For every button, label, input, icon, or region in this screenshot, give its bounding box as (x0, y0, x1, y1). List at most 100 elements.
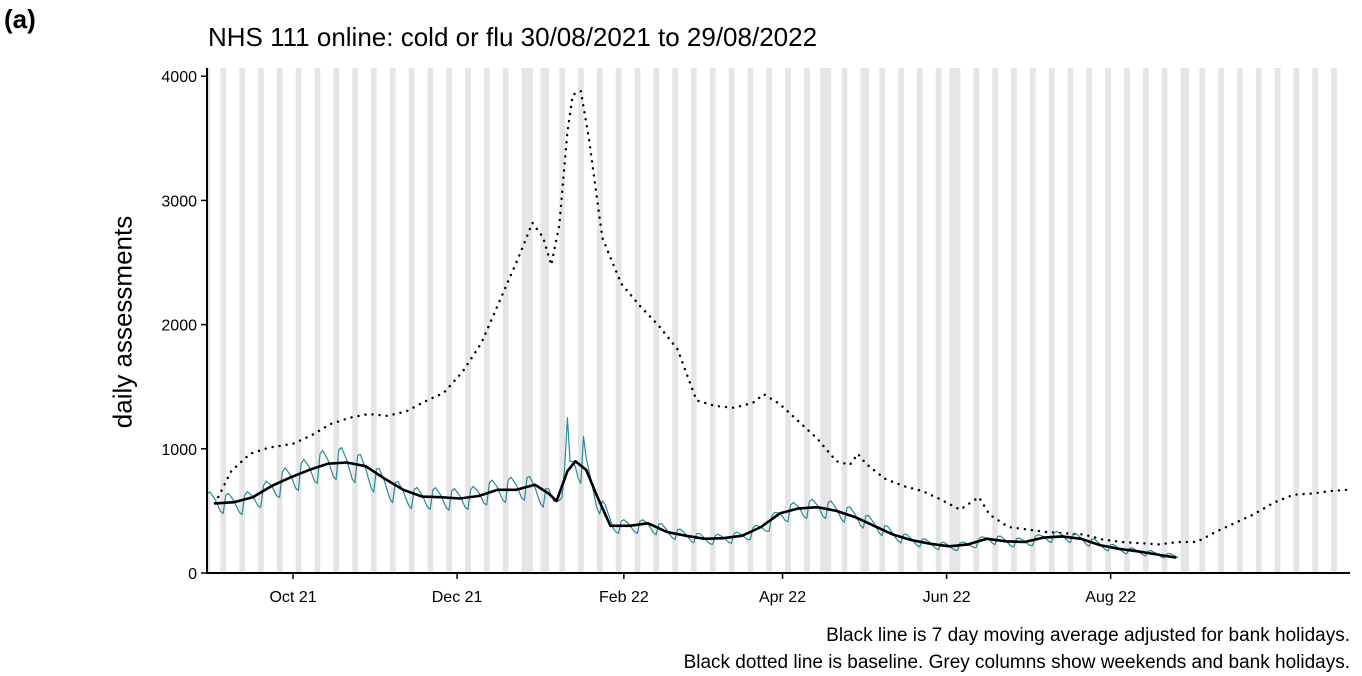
weekend-column (527, 68, 531, 573)
weekend-column (543, 68, 547, 573)
weekend-column (825, 68, 829, 573)
weekend-column (279, 68, 283, 573)
weekend-column (1237, 68, 1241, 573)
weekend-column (314, 68, 318, 573)
weekend-column (656, 68, 660, 573)
weekend-column (1048, 68, 1052, 573)
weekend-column (578, 68, 582, 573)
moving-average-line (213, 459, 1177, 559)
y-tick-label: 0 (188, 566, 197, 583)
weekend-column (562, 68, 565, 573)
weekend-column (1086, 68, 1090, 573)
x-tick-label: Jun 22 (923, 589, 971, 606)
y-tick-label: 4000 (161, 69, 197, 86)
weekend-column (769, 68, 773, 573)
weekend-column (693, 68, 697, 573)
y-tick-label: 3000 (161, 193, 197, 210)
weekend-column (524, 68, 528, 573)
weekend-column (1051, 68, 1055, 573)
weekend-column (1202, 68, 1206, 573)
weekend-column (223, 68, 227, 573)
weekend-column (787, 68, 791, 573)
weekend-column (672, 68, 676, 573)
weekend-column (820, 68, 824, 573)
weekend-column (207, 68, 210, 573)
weekend-column (957, 68, 961, 573)
weekend-column (1089, 68, 1093, 573)
weekend-column (1183, 68, 1187, 573)
weekend-column (408, 68, 412, 573)
weekend-column (1255, 68, 1259, 573)
weekend-column (1126, 68, 1130, 573)
weekend-column (484, 68, 487, 573)
weekend-column (634, 68, 638, 573)
x-tick-label: Feb 22 (599, 589, 649, 606)
weekend-column (411, 68, 415, 573)
weekend-column (1029, 68, 1033, 573)
weekend-column (709, 68, 713, 573)
panel-label: (a) (4, 4, 36, 34)
weekend-column (449, 68, 453, 573)
weekend-column (298, 68, 302, 573)
weekend-column (559, 68, 563, 573)
weekend-column (973, 68, 977, 573)
weekend-column (841, 68, 845, 573)
x-tick-label: Oct 21 (269, 589, 316, 606)
weekend-column (674, 68, 678, 573)
weekend-column (545, 68, 549, 573)
weekend-column (728, 68, 732, 573)
weekend-column (580, 68, 584, 573)
weekend-column (467, 68, 471, 573)
weekend-column (465, 68, 469, 573)
weekend-column (879, 68, 883, 573)
weekend-column (822, 68, 826, 573)
weekend-column (354, 68, 358, 573)
weekend-column (1070, 68, 1074, 573)
axes: 0 1000 2000 3000 4000 Oct 21 Dec 21 Feb 22 Apr 2… (161, 68, 1350, 606)
x-tick-label: Dec 21 (432, 589, 483, 606)
weekend-column (1274, 68, 1278, 573)
weekend-column (917, 68, 920, 573)
weekend-column (1199, 68, 1203, 573)
weekend-column (295, 68, 299, 573)
weekend-column (220, 68, 224, 573)
weekend-column (618, 68, 622, 573)
weekend-column (804, 68, 808, 573)
weekend-column (994, 68, 998, 573)
weekend-column (352, 68, 356, 573)
weekend-column (392, 68, 396, 573)
weekend-column (505, 68, 509, 573)
weekend-column (258, 68, 262, 573)
weekend-column (427, 68, 431, 573)
weekend-column (691, 68, 695, 573)
weekend-columns (207, 68, 1337, 573)
weekend-column (1277, 68, 1281, 573)
weekend-column (529, 68, 533, 573)
weekend-column (637, 68, 641, 573)
weekend-column (596, 68, 600, 573)
weekend-column (486, 68, 490, 573)
weekend-column (1145, 68, 1149, 573)
weekend-column (1239, 68, 1243, 573)
weekend-column (844, 68, 848, 573)
weekend-column (766, 68, 770, 573)
weekend-column (1296, 68, 1300, 573)
y-tick-label: 1000 (161, 442, 197, 459)
weekend-column (317, 68, 321, 573)
weekend-column (599, 68, 603, 573)
weekend-column (373, 68, 377, 573)
weekend-column (239, 68, 243, 573)
weekend-column (731, 68, 735, 573)
weekend-column (389, 68, 393, 573)
weekend-column (1142, 68, 1146, 573)
weekend-column (371, 68, 375, 573)
weekend-column (1312, 68, 1316, 573)
weekend-column (1011, 68, 1015, 573)
caption-line-moving-average: Black line is 7 day moving average adjus… (826, 625, 1350, 646)
weekend-column (882, 68, 886, 573)
weekend-column (1107, 68, 1111, 573)
weekend-column (276, 68, 280, 573)
baseline-line (213, 89, 1349, 546)
weekend-column (241, 68, 245, 573)
